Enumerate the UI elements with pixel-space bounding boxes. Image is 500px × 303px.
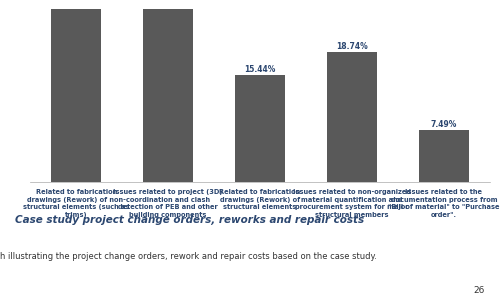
Bar [51, 0, 102, 182]
Bar [143, 0, 194, 182]
Text: Case study project change orders, reworks and repair costs: Case study project change orders, rework… [16, 215, 364, 225]
Text: 18.74%: 18.74% [336, 42, 368, 51]
Text: 15.44%: 15.44% [244, 65, 276, 74]
Bar [418, 130, 469, 182]
Bar [234, 75, 286, 182]
Text: h illustrating the project change orders, rework and repair costs based on the c: h illustrating the project change orders… [0, 251, 377, 261]
Text: 26: 26 [474, 286, 485, 295]
Text: 7.49%: 7.49% [430, 120, 457, 129]
Bar [326, 52, 377, 182]
